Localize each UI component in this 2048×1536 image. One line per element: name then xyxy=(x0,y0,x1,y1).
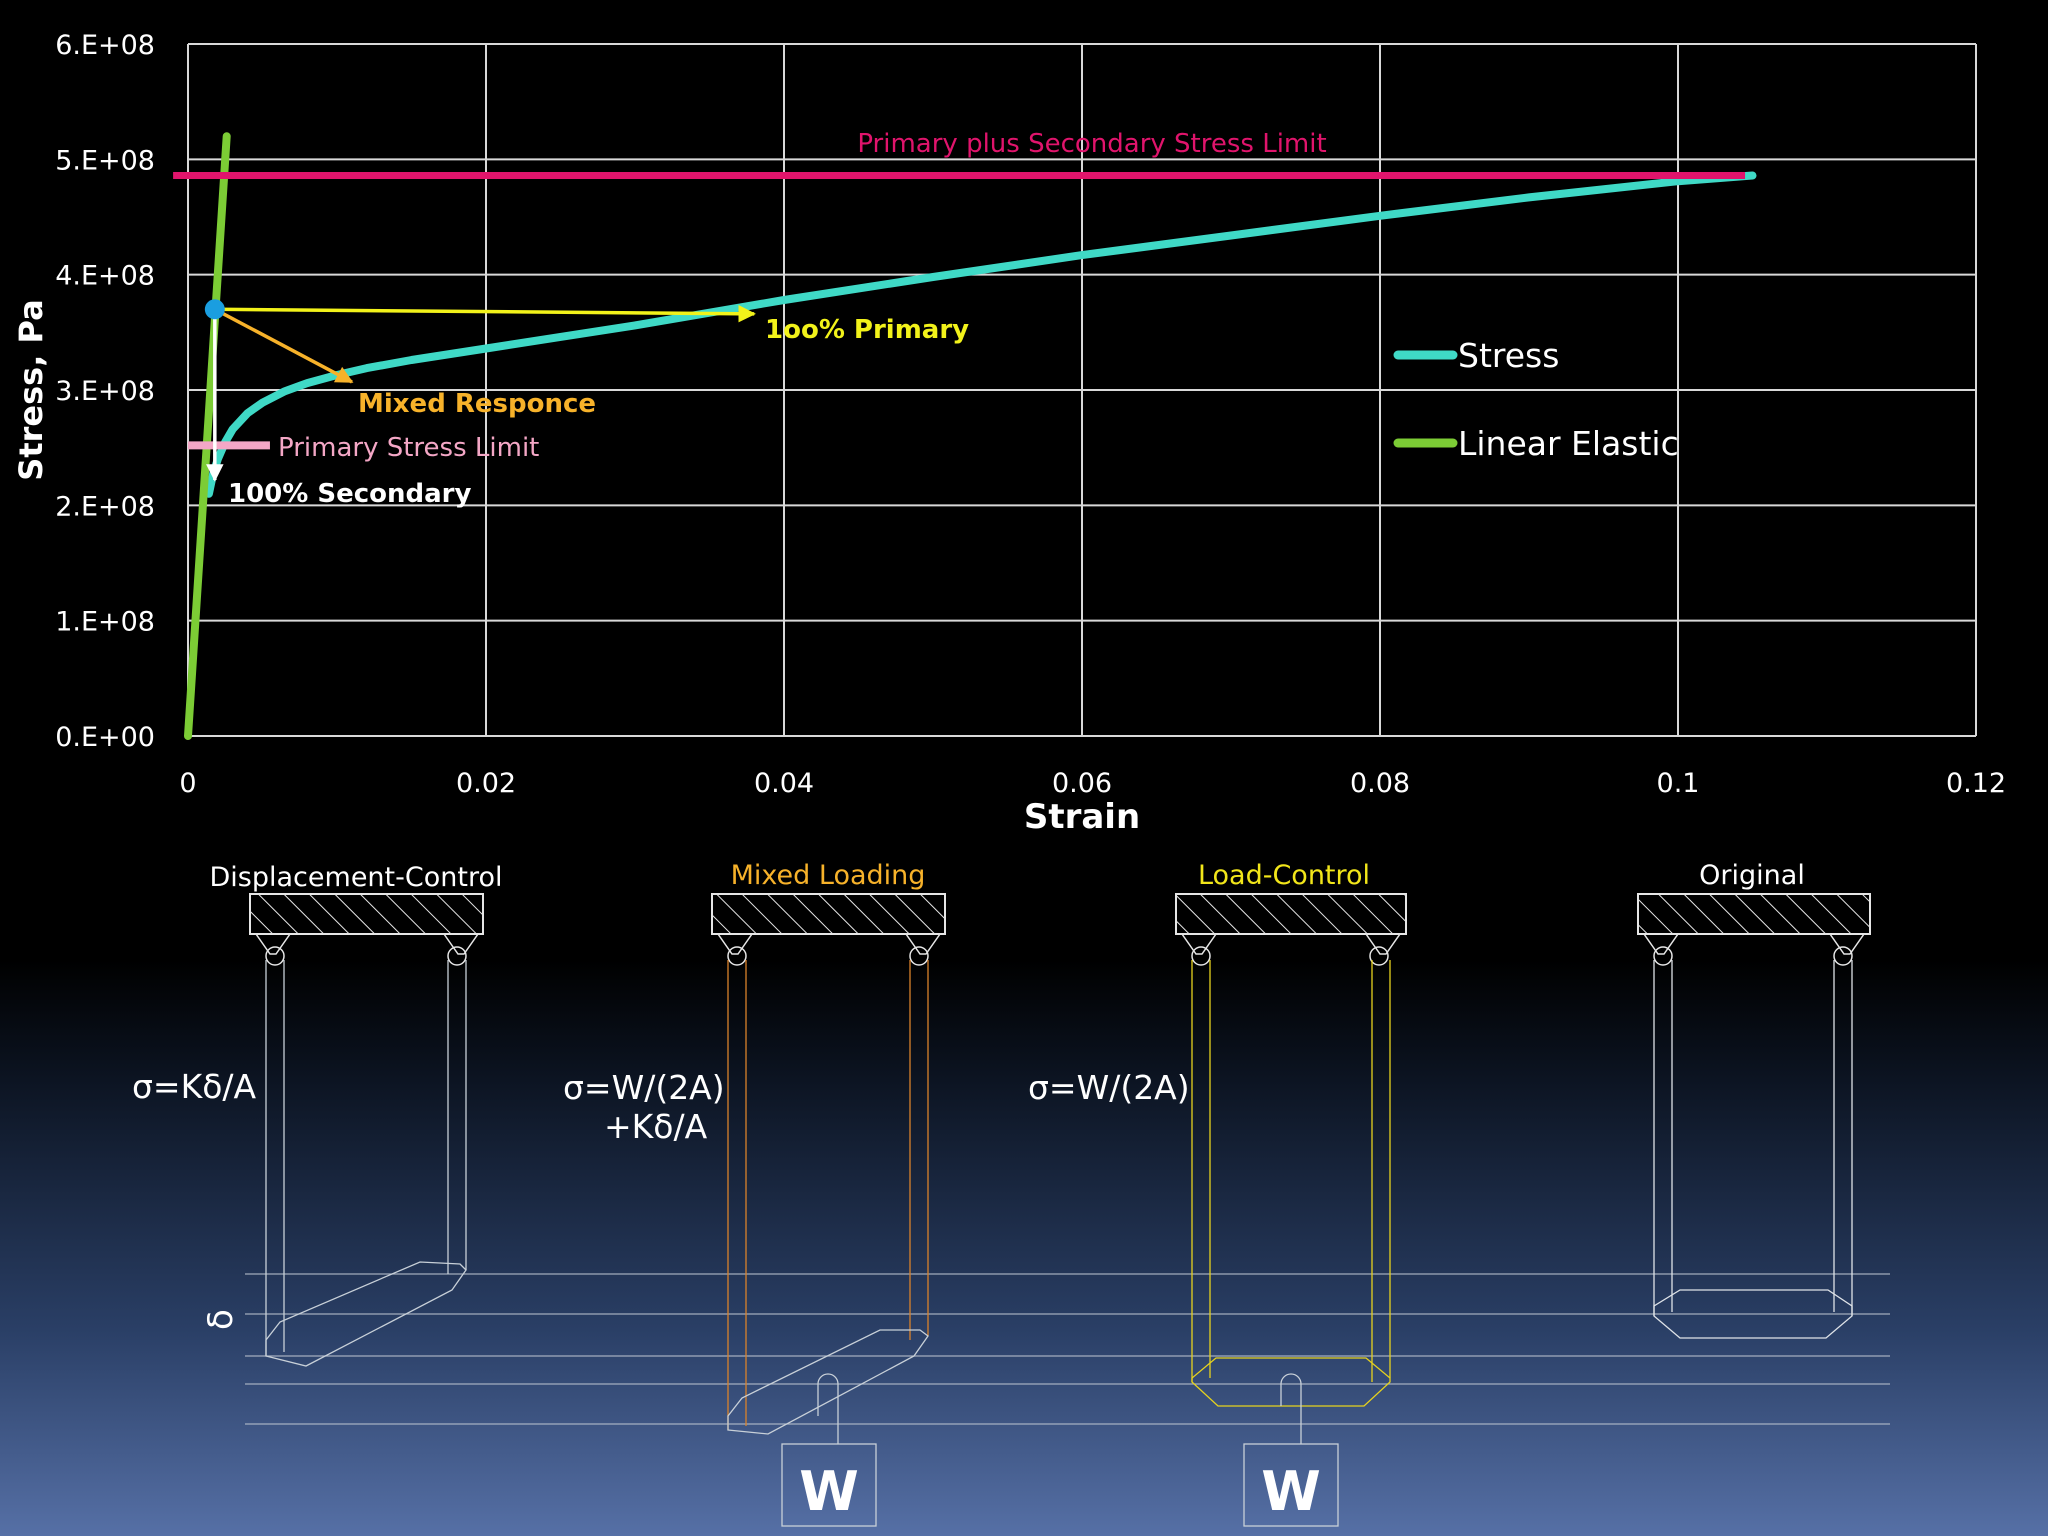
load-formula: σ=W/(2A) xyxy=(1028,1068,1190,1107)
x-tick-label: 0.02 xyxy=(456,768,516,799)
y-tick-label: 6.E+08 xyxy=(55,30,155,61)
chart-grid xyxy=(187,43,1977,737)
y-tick-label: 2.E+08 xyxy=(55,491,155,522)
fixed-support xyxy=(1175,893,1407,935)
original-diagram: Original xyxy=(1637,860,1871,1339)
x-tick-label: 0.06 xyxy=(1052,768,1112,799)
y-tick-label: 4.E+08 xyxy=(55,261,155,292)
linear-elastic-series-line xyxy=(184,132,231,740)
reference-levels xyxy=(245,1273,1890,1425)
x-axis-title: Strain xyxy=(1024,797,1140,837)
y-tick-label: 5.E+08 xyxy=(55,145,155,176)
weight-label: W xyxy=(799,1460,859,1523)
delta-symbol: δ xyxy=(201,1309,241,1330)
primary-plus-secondary-label: Primary plus Secondary Stress Limit xyxy=(857,129,1326,159)
y-axis-title: Stress, Pa xyxy=(12,299,50,480)
primary-100-label: 1oo% Primary xyxy=(765,315,969,345)
stress-series-line xyxy=(204,171,1757,498)
original-title: Original xyxy=(1699,860,1805,891)
primary-arrow xyxy=(214,304,756,323)
mixed-formula-line-2: +Kδ/A xyxy=(604,1107,708,1146)
reference-lines xyxy=(173,171,1746,450)
legend: Stress Linear Elastic xyxy=(1393,336,1679,463)
primary-stress-limit-label: Primary Stress Limit xyxy=(278,433,539,463)
secondary-100-label: 100% Secondary xyxy=(228,479,471,509)
mixed-loading-diagram: Mixed Loading W σ=W/(2A) +Kδ/A xyxy=(563,860,946,1527)
y-tick-label: 0.E+00 xyxy=(55,722,155,753)
load-control-diagram: Load-Control W σ=W/(2A) xyxy=(1028,860,1407,1527)
fixed-support xyxy=(249,893,484,935)
x-tick-label: 0.12 xyxy=(1946,768,2006,799)
mixed-response-label: Mixed Responce xyxy=(358,389,596,419)
y-tick-labels: 0.E+00 1.E+08 2.E+08 3.E+08 4.E+08 5.E+08 6.E+… xyxy=(55,30,155,753)
mixed-loading-title: Mixed Loading xyxy=(731,860,926,891)
x-tick-labels: 0 0.02 0.04 0.06 0.08 0.1 0.12 xyxy=(179,768,2006,799)
x-tick-label: 0.08 xyxy=(1350,768,1410,799)
chart-series xyxy=(184,132,1757,740)
mixed-formula-line-1: σ=W/(2A) xyxy=(563,1068,725,1107)
weight-label: W xyxy=(1261,1460,1321,1523)
y-tick-label: 1.E+08 xyxy=(55,607,155,638)
legend-linear-label: Linear Elastic xyxy=(1458,424,1679,463)
x-tick-label: 0 xyxy=(179,768,196,799)
displacement-formula: σ=Kδ/A xyxy=(132,1067,257,1106)
y-tick-label: 3.E+08 xyxy=(55,376,155,407)
displacement-control-diagram: Displacement-Control σ=Kδ/A δ xyxy=(132,862,503,1367)
mixed-arrow xyxy=(214,307,354,384)
fixed-support xyxy=(711,893,946,935)
fixed-support xyxy=(1637,893,1871,935)
x-tick-label: 0.1 xyxy=(1657,768,1700,799)
displacement-control-title: Displacement-Control xyxy=(210,862,503,893)
operating-point-marker xyxy=(204,299,225,320)
legend-stress-label: Stress xyxy=(1458,336,1559,375)
response-arrows xyxy=(204,299,756,482)
x-tick-label: 0.04 xyxy=(754,768,814,799)
load-control-title: Load-Control xyxy=(1198,860,1370,891)
